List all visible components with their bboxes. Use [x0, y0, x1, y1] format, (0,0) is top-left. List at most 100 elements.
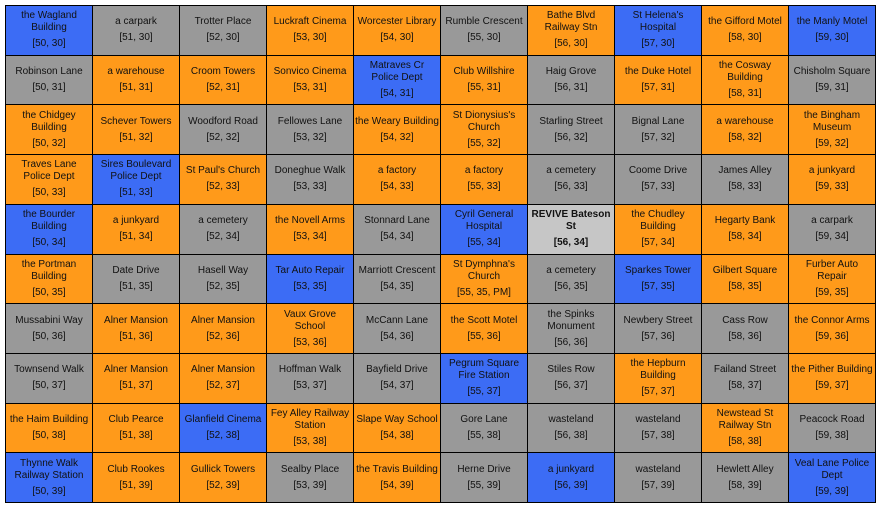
map-cell[interactable]: Stiles Row [56, 37]	[528, 353, 614, 403]
map-cell[interactable]: Failand Street [58, 37]	[702, 353, 788, 403]
map-cell[interactable]: Peacock Road [59, 38]	[789, 403, 875, 453]
map-cell[interactable]: Gore Lane [55, 38]	[441, 403, 527, 453]
map-cell[interactable]: the Duke Hotel [57, 31]	[615, 55, 701, 105]
map-cell[interactable]: Chisholm Square [59, 31]	[789, 55, 875, 105]
map-cell[interactable]: St Dymphna's Church [55, 35, PM]	[441, 254, 527, 304]
map-cell[interactable]: the Manly Motel [59, 30]	[789, 6, 875, 55]
map-cell[interactable]: Croom Towers [52, 31]	[180, 55, 266, 105]
map-cell[interactable]: Furber Auto Repair [59, 35]	[789, 254, 875, 304]
map-cell[interactable]: St Paul's Church [52, 33]	[180, 155, 266, 204]
map-cell[interactable]: Starling Street [56, 32]	[528, 105, 614, 155]
map-cell[interactable]: a carpark [59, 34]	[789, 204, 875, 254]
map-cell[interactable]: Worcester Library [54, 30]	[354, 6, 440, 55]
map-cell[interactable]: Cyril General Hospital [55, 34]	[441, 204, 527, 254]
map-cell[interactable]: Bignal Lane [57, 32]	[615, 105, 701, 155]
map-cell[interactable]: the Travis Building [54, 39]	[354, 453, 440, 502]
map-cell[interactable]: the Bourder Building [50, 34]	[6, 204, 92, 254]
map-cell[interactable]: the Gifford Motel [58, 30]	[702, 6, 788, 55]
map-cell[interactable]: Hegarty Bank [58, 34]	[702, 204, 788, 254]
map-cell[interactable]: Alner Mansion [51, 36]	[93, 304, 179, 353]
map-cell[interactable]: Sires Boulevard Police Dept [51, 33]	[93, 155, 179, 204]
map-cell[interactable]: Alner Mansion [51, 37]	[93, 353, 179, 403]
map-cell[interactable]: Glanfield Cinema [52, 38]	[180, 403, 266, 453]
map-cell[interactable]: Newbery Street [57, 36]	[615, 304, 701, 353]
map-cell[interactable]: Slape Way School [54, 38]	[354, 403, 440, 453]
map-cell[interactable]: Haig Grove [56, 31]	[528, 55, 614, 105]
map-cell[interactable]: wasteland [57, 39]	[615, 453, 701, 502]
map-cell[interactable]: Trotter Place [52, 30]	[180, 6, 266, 55]
map-cell[interactable]: the Novell Arms [53, 34]	[267, 204, 353, 254]
map-cell[interactable]: Tar Auto Repair [53, 35]	[267, 254, 353, 304]
map-cell[interactable]: a cemetery [52, 34]	[180, 204, 266, 254]
map-cell[interactable]: Bayfield Drive [54, 37]	[354, 353, 440, 403]
map-cell[interactable]: James Alley [58, 33]	[702, 155, 788, 204]
map-cell[interactable]: a junkyard [51, 34]	[93, 204, 179, 254]
map-cell[interactable]: Schever Towers [51, 32]	[93, 105, 179, 155]
map-cell[interactable]: Robinson Lane [50, 31]	[6, 55, 92, 105]
map-cell[interactable]: wasteland [56, 38]	[528, 403, 614, 453]
map-cell[interactable]: Luckraft Cinema [53, 30]	[267, 6, 353, 55]
map-cell[interactable]: a warehouse [58, 32]	[702, 105, 788, 155]
map-cell[interactable]: McCann Lane [54, 36]	[354, 304, 440, 353]
map-cell[interactable]: wasteland [57, 38]	[615, 403, 701, 453]
map-cell[interactable]: Pegrum Square Fire Station [55, 37]	[441, 353, 527, 403]
map-cell[interactable]: Traves Lane Police Dept [50, 33]	[6, 155, 92, 204]
map-cell[interactable]: the Spinks Monument [56, 36]	[528, 304, 614, 353]
map-cell-current[interactable]: REVIVE Bateson St [56, 34]	[528, 204, 614, 254]
map-cell[interactable]: the Weary Building [54, 32]	[354, 105, 440, 155]
map-cell[interactable]: Marriott Crescent [54, 35]	[354, 254, 440, 304]
map-cell[interactable]: Sonvico Cinema [53, 31]	[267, 55, 353, 105]
map-cell[interactable]: Club Pearce [51, 38]	[93, 403, 179, 453]
map-cell[interactable]: Veal Lane Police Dept [59, 39]	[789, 453, 875, 502]
map-cell[interactable]: Gilbert Square [58, 35]	[702, 254, 788, 304]
map-cell[interactable]: a carpark [51, 30]	[93, 6, 179, 55]
map-cell[interactable]: Fey Alley Railway Station [53, 38]	[267, 403, 353, 453]
map-cell[interactable]: Club Willshire [55, 31]	[441, 55, 527, 105]
map-cell[interactable]: Vaux Grove School [53, 36]	[267, 304, 353, 353]
map-cell[interactable]: Matraves Cr Police Dept [54, 31]	[354, 55, 440, 105]
map-cell[interactable]: a junkyard [59, 33]	[789, 155, 875, 204]
map-cell[interactable]: a cemetery [56, 33]	[528, 155, 614, 204]
map-cell[interactable]: the Pither Building [59, 37]	[789, 353, 875, 403]
map-cell[interactable]: Gullick Towers [52, 39]	[180, 453, 266, 502]
map-cell[interactable]: Mussabini Way [50, 36]	[6, 304, 92, 353]
map-cell[interactable]: the Chudley Building [57, 34]	[615, 204, 701, 254]
map-cell[interactable]: a warehouse [51, 31]	[93, 55, 179, 105]
map-cell[interactable]: Hasell Way [52, 35]	[180, 254, 266, 304]
map-cell[interactable]: Sparkes Tower [57, 35]	[615, 254, 701, 304]
map-cell[interactable]: Cass Row [58, 36]	[702, 304, 788, 353]
map-cell[interactable]: the Bingham Museum [59, 32]	[789, 105, 875, 155]
map-cell[interactable]: the Scott Motel [55, 36]	[441, 304, 527, 353]
map-cell[interactable]: Bathe Blvd Railway Stn [56, 30]	[528, 6, 614, 55]
map-cell[interactable]: Townsend Walk [50, 37]	[6, 353, 92, 403]
map-cell[interactable]: St Helena's Hospital [57, 30]	[615, 6, 701, 55]
map-cell[interactable]: the Hepburn Building [57, 37]	[615, 353, 701, 403]
map-cell[interactable]: Herne Drive [55, 39]	[441, 453, 527, 502]
map-cell[interactable]: the Chidgey Building [50, 32]	[6, 105, 92, 155]
map-cell[interactable]: Alner Mansion [52, 36]	[180, 304, 266, 353]
map-cell[interactable]: the Cosway Building [58, 31]	[702, 55, 788, 105]
map-cell[interactable]: a factory [54, 33]	[354, 155, 440, 204]
map-cell[interactable]: Date Drive [51, 35]	[93, 254, 179, 304]
map-cell[interactable]: Stonnard Lane [54, 34]	[354, 204, 440, 254]
map-cell[interactable]: Hewlett Alley [58, 39]	[702, 453, 788, 502]
map-cell[interactable]: Fellowes Lane [53, 32]	[267, 105, 353, 155]
map-cell[interactable]: the Portman Building [50, 35]	[6, 254, 92, 304]
map-cell[interactable]: Doneghue Walk [53, 33]	[267, 155, 353, 204]
map-cell[interactable]: the Wagland Building [50, 30]	[6, 6, 92, 55]
map-cell[interactable]: Club Rookes [51, 39]	[93, 453, 179, 502]
map-cell[interactable]: a junkyard [56, 39]	[528, 453, 614, 502]
map-cell[interactable]: Sealby Place [53, 39]	[267, 453, 353, 502]
map-cell[interactable]: Thynne Walk Railway Station [50, 39]	[6, 453, 92, 502]
map-cell[interactable]: Newstead St Railway Stn [58, 38]	[702, 403, 788, 453]
map-cell[interactable]: Woodford Road [52, 32]	[180, 105, 266, 155]
map-cell[interactable]: Rumble Crescent [55, 30]	[441, 6, 527, 55]
map-cell[interactable]: St Dionysius's Church [55, 32]	[441, 105, 527, 155]
map-cell[interactable]: a cemetery [56, 35]	[528, 254, 614, 304]
map-cell[interactable]: the Connor Arms [59, 36]	[789, 304, 875, 353]
map-cell[interactable]: Hoffman Walk [53, 37]	[267, 353, 353, 403]
map-cell[interactable]: a factory [55, 33]	[441, 155, 527, 204]
map-cell[interactable]: Alner Mansion [52, 37]	[180, 353, 266, 403]
map-cell[interactable]: the Haim Building [50, 38]	[6, 403, 92, 453]
map-cell[interactable]: Coome Drive [57, 33]	[615, 155, 701, 204]
